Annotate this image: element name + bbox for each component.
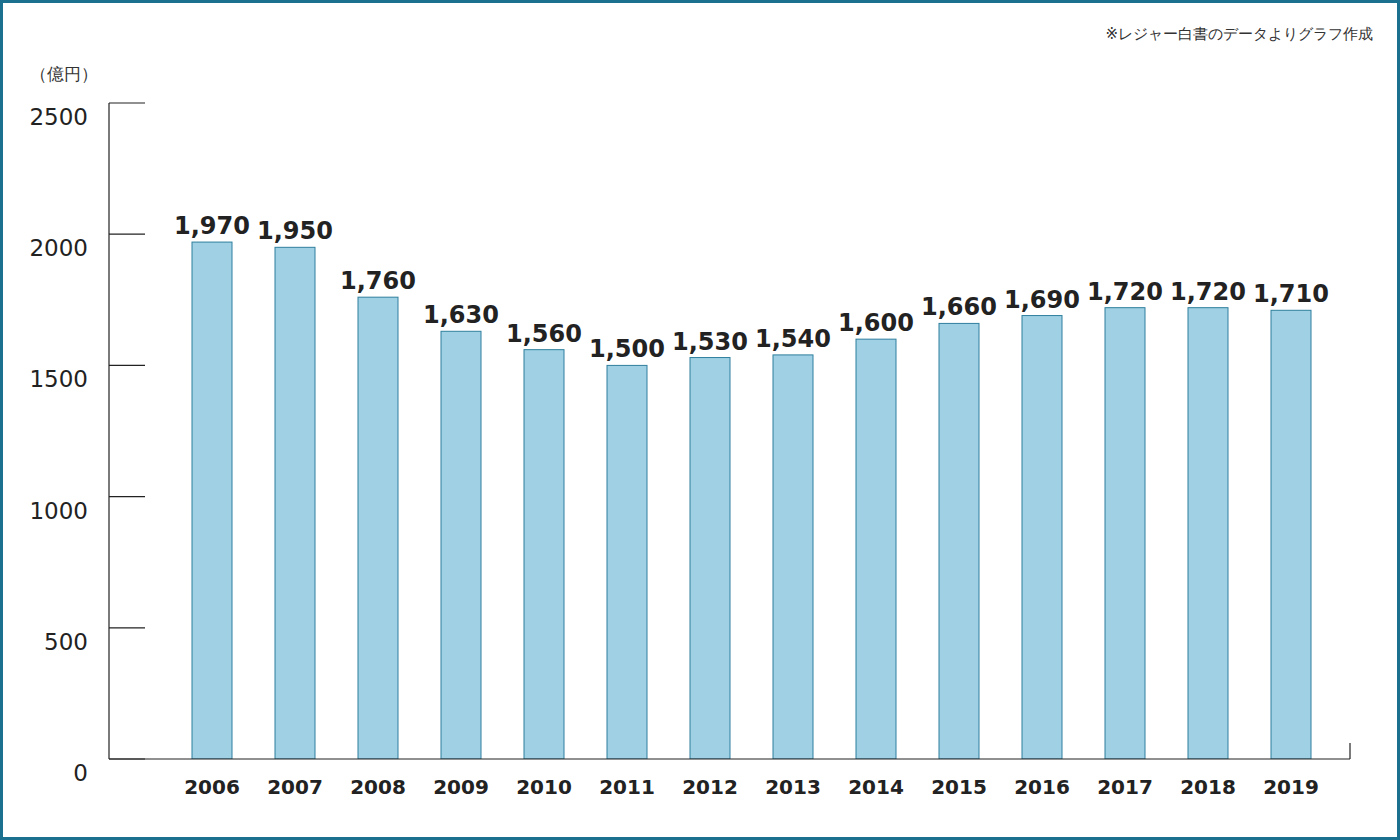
bars bbox=[192, 242, 1311, 759]
x-tick-label: 2009 bbox=[433, 775, 489, 799]
y-tick bbox=[109, 102, 145, 103]
bar bbox=[856, 339, 896, 759]
data-label: 1,500 bbox=[589, 335, 665, 363]
data-label: 1,530 bbox=[672, 328, 748, 356]
chart: ※レジャー白書のデータよりグラフ作成 （億円） 0 500 1000 1500 2000 25… bbox=[0, 0, 1400, 840]
y-tick bbox=[109, 496, 145, 497]
data-label: 1,600 bbox=[838, 309, 914, 337]
data-label: 1,690 bbox=[1004, 286, 1080, 314]
y-tick bbox=[109, 234, 145, 235]
x-tick-label: 2013 bbox=[765, 775, 821, 799]
x-tick-label: 2012 bbox=[682, 775, 738, 799]
x-tick-label: 2008 bbox=[350, 775, 406, 799]
data-label: 1,720 bbox=[1087, 278, 1163, 306]
x-tick-label: 2007 bbox=[267, 775, 323, 799]
data-label: 1,660 bbox=[921, 293, 997, 321]
x-axis-line bbox=[109, 758, 1350, 759]
data-label: 1,630 bbox=[423, 301, 499, 329]
data-label: 1,540 bbox=[755, 325, 831, 353]
x-tick-label: 2010 bbox=[516, 775, 572, 799]
y-tick-label: 500 bbox=[44, 629, 88, 655]
data-label: 1,720 bbox=[1170, 278, 1246, 306]
bar bbox=[1105, 308, 1145, 759]
x-tick-label: 2015 bbox=[931, 775, 987, 799]
y-tick-label: 0 bbox=[73, 760, 88, 786]
bar bbox=[358, 297, 398, 759]
bar bbox=[524, 350, 564, 759]
y-tick bbox=[109, 627, 145, 628]
x-axis-end-tick bbox=[1349, 743, 1350, 759]
x-tick-label: 2019 bbox=[1263, 775, 1319, 799]
bar bbox=[275, 247, 315, 759]
y-tick bbox=[109, 758, 145, 759]
y-tick-label: 2500 bbox=[29, 104, 88, 130]
x-tick-label: 2011 bbox=[599, 775, 655, 799]
y-axis-line bbox=[108, 103, 109, 759]
bar bbox=[690, 358, 730, 759]
bar bbox=[939, 323, 979, 759]
frame bbox=[2, 2, 1399, 839]
data-label: 1,710 bbox=[1253, 280, 1329, 308]
bar bbox=[1022, 316, 1062, 759]
x-tick-label: 2017 bbox=[1097, 775, 1153, 799]
bar bbox=[1188, 308, 1228, 759]
x-tick-label: 2016 bbox=[1014, 775, 1070, 799]
bar bbox=[441, 331, 481, 759]
x-tick-label: 2018 bbox=[1180, 775, 1236, 799]
data-label: 1,760 bbox=[340, 267, 416, 295]
bar bbox=[607, 365, 647, 759]
bar bbox=[1271, 310, 1311, 759]
data-label: 1,950 bbox=[257, 217, 333, 245]
y-tick-label: 1000 bbox=[29, 498, 88, 524]
bar bbox=[773, 355, 813, 759]
y-tick bbox=[109, 365, 145, 366]
data-label: 1,560 bbox=[506, 320, 582, 348]
annotation: ※レジャー白書のデータよりグラフ作成 bbox=[1105, 25, 1373, 43]
y-tick-label: 2000 bbox=[29, 235, 88, 261]
bar bbox=[192, 242, 232, 759]
x-tick-label: 2014 bbox=[848, 775, 904, 799]
y-tick-label: 1500 bbox=[29, 366, 88, 392]
x-tick-label: 2006 bbox=[184, 775, 240, 799]
data-label: 1,970 bbox=[174, 212, 250, 240]
y-axis-label: （億円） bbox=[30, 64, 98, 84]
